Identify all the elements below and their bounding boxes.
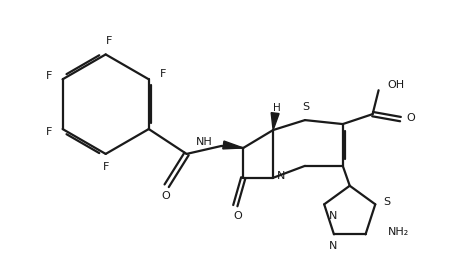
Text: O: O: [232, 211, 241, 221]
Text: O: O: [161, 191, 169, 201]
Text: F: F: [159, 69, 166, 79]
Polygon shape: [270, 113, 278, 130]
Text: NH: NH: [196, 137, 212, 147]
Text: OH: OH: [387, 80, 404, 90]
Text: F: F: [105, 36, 111, 46]
Text: F: F: [45, 127, 52, 137]
Text: F: F: [102, 162, 109, 172]
Text: N: N: [276, 171, 285, 181]
Text: O: O: [405, 113, 414, 123]
Text: S: S: [302, 102, 309, 112]
Text: S: S: [383, 197, 390, 207]
Text: N: N: [328, 211, 337, 221]
Text: F: F: [45, 71, 52, 81]
Text: N: N: [328, 241, 337, 251]
Polygon shape: [222, 141, 243, 149]
Text: NH₂: NH₂: [387, 227, 408, 237]
Text: H: H: [273, 103, 280, 113]
